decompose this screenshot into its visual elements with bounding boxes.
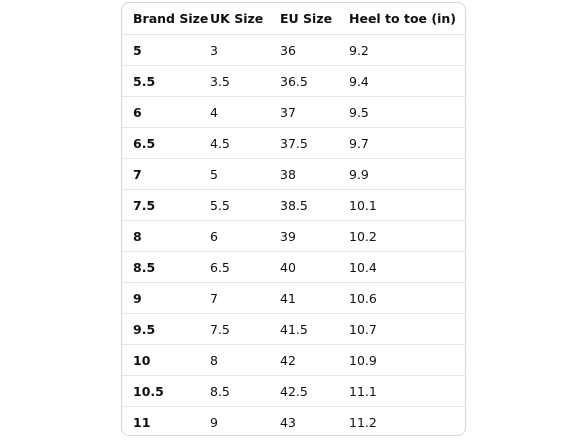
table-cell: 7.5 [122, 189, 210, 221]
table-cell: 9.9 [349, 158, 465, 190]
table-cell: 6.5 [122, 127, 210, 159]
table-row: 6.5 4.5 37.5 9.7 [122, 127, 465, 159]
table-cell: 5.5 [210, 189, 280, 221]
table-row: 6 4 37 9.5 [122, 96, 465, 128]
table-cell: 9.2 [349, 34, 465, 66]
table-cell: 8 [210, 344, 280, 376]
table-cell: 7 [210, 282, 280, 314]
table-cell: 37 [280, 96, 349, 128]
table-cell: 41 [280, 282, 349, 314]
table-row: 9.5 7.5 41.5 10.7 [122, 313, 465, 345]
table-cell: 7 [122, 158, 210, 190]
table-cell: 9 [122, 282, 210, 314]
table-cell: 11.2 [349, 406, 465, 435]
table-cell: 10.7 [349, 313, 465, 345]
table-row: 5.5 3.5 36.5 9.4 [122, 65, 465, 97]
table-cell: 8.5 [122, 251, 210, 283]
table-cell: 4 [210, 96, 280, 128]
table-cell: 9.7 [349, 127, 465, 159]
table-row: 9 7 41 10.6 [122, 282, 465, 314]
table-cell: 7.5 [210, 313, 280, 345]
header-cell: UK Size [210, 11, 264, 26]
table-head: Brand Size UK Size EU Size Heel to toe (in) [122, 3, 465, 35]
table-cell: 9.4 [349, 65, 465, 97]
table-cell: 3.5 [210, 65, 280, 97]
table-cell: 6 [122, 96, 210, 128]
size-table: Brand Size UK Size EU Size Heel to toe (in)… [122, 3, 465, 435]
table-row: 7 5 38 9.9 [122, 158, 465, 190]
table-cell: 10 [122, 344, 210, 376]
table-cell: 10.1 [349, 189, 465, 221]
table-cell: 11.1 [349, 375, 465, 407]
table-row: 8 6 39 10.2 [122, 220, 465, 252]
table-cell: 11 [122, 406, 210, 435]
table-cell: 37.5 [280, 127, 349, 159]
table-row: 8.5 6.5 40 10.4 [122, 251, 465, 283]
table-cell: 6.5 [210, 251, 280, 283]
table-cell: 36 [280, 34, 349, 66]
table-cell: 5 [122, 34, 210, 66]
table-cell: 9 [210, 406, 280, 435]
table-cell: 9.5 [122, 313, 210, 345]
header-cell: Heel to toe (in) [349, 11, 456, 26]
table-cell: 6 [210, 220, 280, 252]
table-cell: 39 [280, 220, 349, 252]
size-table-card: Brand Size UK Size EU Size Heel to toe (in)… [121, 2, 466, 436]
table-cell: 38 [280, 158, 349, 190]
table-cell: 5.5 [122, 65, 210, 97]
table-cell: 10.2 [349, 220, 465, 252]
table-cell: 10.9 [349, 344, 465, 376]
table-cell: 36.5 [280, 65, 349, 97]
table-row: 10.5 8.5 42.5 11.1 [122, 375, 465, 407]
table-cell: 10.6 [349, 282, 465, 314]
table-cell: 41.5 [280, 313, 349, 345]
table-cell: 42 [280, 344, 349, 376]
table-cell: 42.5 [280, 375, 349, 407]
table-cell: 43 [280, 406, 349, 435]
table-cell: 3 [210, 34, 280, 66]
table-body: 5 3 36 9.2 5.5 3.5 36.5 9.4 6 4 37 9.5 6.5 4.5 37.5 9.7… [122, 34, 465, 435]
table-cell: 10.4 [349, 251, 465, 283]
table-cell: 10.5 [122, 375, 210, 407]
table-cell: 5 [210, 158, 280, 190]
header-row: Brand Size UK Size EU Size Heel to toe (in) [122, 3, 465, 35]
table-cell: 8 [122, 220, 210, 252]
header-cell: EU Size [280, 11, 333, 26]
table-cell: 38.5 [280, 189, 349, 221]
table-row: 11 9 43 11.2 [122, 406, 465, 435]
table-cell: 4.5 [210, 127, 280, 159]
table-row: 5 3 36 9.2 [122, 34, 465, 66]
header-cell: Brand Size [133, 11, 209, 26]
table-cell: 40 [280, 251, 349, 283]
table-cell: 9.5 [349, 96, 465, 128]
table-row: 10 8 42 10.9 [122, 344, 465, 376]
table-row: 7.5 5.5 38.5 10.1 [122, 189, 465, 221]
table-cell: 8.5 [210, 375, 280, 407]
